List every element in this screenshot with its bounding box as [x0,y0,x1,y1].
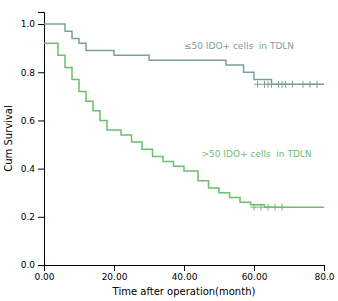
tick-label: 20.00 [102,272,128,282]
x-axis-title: Time after operation(month) [112,286,256,297]
tick-mark [38,217,44,218]
tick-mark [38,24,44,25]
y-axis: 0.0 0.2 0.4 0.6 0.8 1.0 [21,13,45,271]
annotations: ≤50 IDO+ cells in TDLN >50 IDO+ cells in … [184,41,312,159]
tick-mark [184,265,185,271]
tick-mark [254,265,255,271]
tick-mark [38,265,44,266]
axis-line [38,13,45,266]
tick: 1.0 [21,19,44,29]
survival-step-line [44,43,324,207]
censor-mark [279,204,286,211]
plot-area: 0.00 20.00 40.00 60.00 80.0 0.0 0.2 0.4 0.6 0.8 1.… [21,13,335,283]
annotation: ≤50 IDO+ cells in TDLN [184,41,294,51]
tick: 80.0 [314,265,334,282]
tick-label: 0.6 [21,116,36,126]
tick-mark [38,169,44,170]
y-axis-title: Cum Survival [3,105,14,172]
tick: 60.00 [242,265,268,282]
tick-label: 40.00 [172,272,198,282]
tick-label: 0.00 [34,272,54,282]
tick-label: 1.0 [21,19,36,29]
tick: 0.2 [21,212,44,222]
censor-mark [314,81,321,88]
tick-label: 0.2 [21,212,35,222]
tick: 40.00 [172,265,198,282]
tick: 0.8 [21,68,44,78]
censor-mark [251,204,258,211]
tick-label: 60.00 [242,272,268,282]
marks [44,24,324,211]
tick-label: 80.0 [314,272,334,282]
tick-label: 0.4 [21,164,36,174]
tick: 0.0 [21,260,44,270]
tick-label: 0.8 [21,68,36,78]
censor-mark [300,81,307,88]
censor-mark [265,204,272,211]
survival-step-line [44,24,324,84]
x-axis: 0.00 20.00 40.00 60.00 80.0 [34,265,334,282]
censor-mark [272,204,279,211]
tick: 0.4 [21,164,44,174]
axis-line [45,266,325,272]
chart: 0.00 20.00 40.00 60.00 80.0 0.0 0.2 0.4 0.6 0.8 1.… [0,0,338,301]
tick-mark [38,72,44,73]
tick-label: 0.0 [21,260,36,270]
tick: 0.6 [21,116,44,126]
censor-mark [282,81,289,88]
censor-mark [307,81,314,88]
tick-mark [114,265,115,271]
tick-mark [38,120,44,121]
censor-mark [268,81,275,88]
censor-mark [254,81,261,88]
censor-mark [289,81,296,88]
censor-mark [258,204,265,211]
tick: 0.00 [34,265,54,282]
tick: 20.00 [102,265,128,282]
annotation: >50 IDO+ cells in TDLN [202,149,312,159]
tick-mark [324,265,325,271]
